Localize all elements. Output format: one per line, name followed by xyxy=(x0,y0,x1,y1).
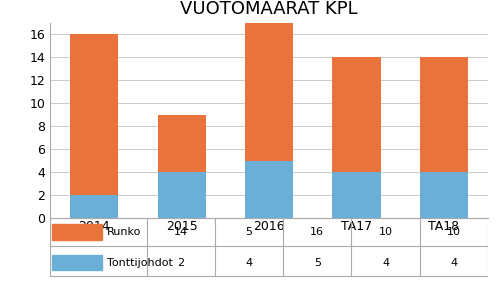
Bar xyxy=(70,195,118,218)
Text: 4: 4 xyxy=(382,258,389,268)
Bar xyxy=(52,224,102,240)
Bar xyxy=(157,172,206,218)
Bar xyxy=(245,0,293,161)
Text: 5: 5 xyxy=(314,258,321,268)
Text: 4: 4 xyxy=(450,258,457,268)
Bar xyxy=(52,255,102,270)
Title: VUOTOMÄÄRÄT KPL: VUOTOMÄÄRÄT KPL xyxy=(180,1,358,19)
Text: 10: 10 xyxy=(379,227,392,237)
Text: Runko: Runko xyxy=(107,227,141,237)
Bar xyxy=(245,161,293,218)
Bar xyxy=(157,115,206,172)
Bar xyxy=(332,57,381,172)
Text: 14: 14 xyxy=(174,227,188,237)
Bar xyxy=(420,172,468,218)
Text: 5: 5 xyxy=(245,227,253,237)
Text: 16: 16 xyxy=(310,227,324,237)
Text: 10: 10 xyxy=(447,227,461,237)
Text: 2: 2 xyxy=(177,258,184,268)
Bar xyxy=(70,34,118,195)
Bar xyxy=(332,172,381,218)
Text: 4: 4 xyxy=(245,258,253,268)
Text: Tonttijohdot: Tonttijohdot xyxy=(107,258,173,268)
Bar xyxy=(420,57,468,172)
